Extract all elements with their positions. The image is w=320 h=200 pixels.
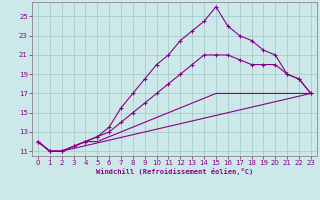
- X-axis label: Windchill (Refroidissement éolien,°C): Windchill (Refroidissement éolien,°C): [96, 168, 253, 175]
